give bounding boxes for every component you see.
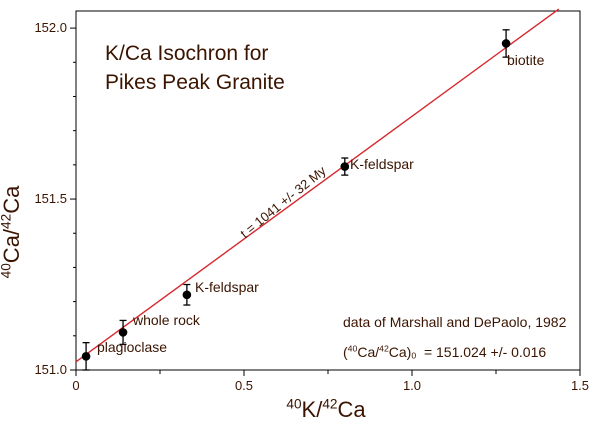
y-label-base-2: Ca (0, 185, 24, 214)
point-label-whole-rock: whole rock (133, 312, 200, 328)
point-label-plagioclase: plagioclase (97, 339, 168, 355)
point-label-k-feldspar-2: K-feldspar (350, 156, 414, 172)
ratio-base-1: Ca/ (357, 344, 380, 360)
x-tick-label: 0.5 (235, 378, 253, 393)
y-tick-label: 151.5 (34, 191, 67, 206)
x-label-sup-2: 42 (322, 396, 338, 412)
point-label-k-feldspar-1: K-feldspar (195, 279, 259, 295)
y-tick-label: 152.0 (34, 20, 67, 35)
x-label-base-1: K/ (301, 397, 323, 422)
ratio-sub: 0 (411, 350, 417, 361)
y-ticks: 151.0 151.5 152.0 (34, 20, 76, 377)
y-label-base-1: Ca/ (0, 228, 24, 264)
y-label-sup-1: 40 (0, 263, 14, 279)
y-tick-label: 151.0 (34, 362, 67, 377)
x-axis-label: 40K/42Ca (286, 397, 365, 423)
initial-ratio-annotation: (40Ca/42Ca)0 = 151.024 +/- 0.016 (343, 343, 547, 361)
data-point (118, 328, 128, 337)
x-tick-label: 1.5 (571, 378, 589, 393)
x-tick-label: 1.0 (403, 378, 421, 393)
x-label-sup-1: 40 (286, 396, 302, 412)
source-annotation: data of Marshall and DePaolo, 1982 (343, 314, 567, 330)
chart-title-line-2: Pikes Peak Granite (105, 71, 285, 94)
x-tick-label: 0 (72, 378, 79, 393)
ratio-sup-2: 42 (379, 343, 389, 354)
data-point (340, 162, 350, 171)
data-point (182, 290, 192, 300)
ratio-sup-1: 40 (347, 343, 358, 354)
point-label-biotite: biotite (507, 52, 545, 68)
y-axis-label: 40Ca/42Ca (0, 186, 25, 279)
ratio-value: = 151.024 +/- 0.016 (423, 344, 547, 360)
data-point (81, 352, 91, 361)
ratio-base-2: Ca) (388, 344, 412, 360)
y-label-sup-2: 42 (0, 213, 14, 229)
x-ticks: 0 0.5 1.0 1.5 (72, 370, 589, 393)
data-point (501, 39, 511, 48)
x-label-base-2: Ca (337, 397, 366, 422)
chart-title-line-1: K/Ca Isochron for (105, 42, 269, 65)
data-points (81, 29, 511, 371)
isochron-fit-line (75, 8, 560, 363)
